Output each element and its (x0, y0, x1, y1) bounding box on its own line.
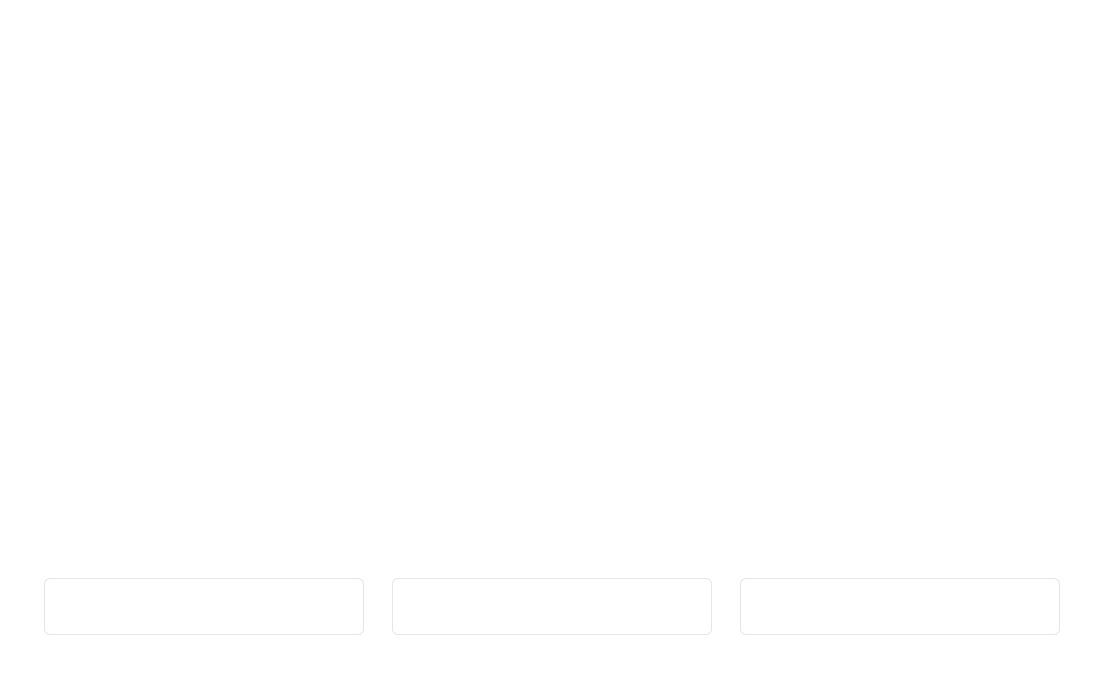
legend-card-max (740, 578, 1060, 635)
gauge-svg (0, 0, 1104, 560)
legend-card-min (44, 578, 364, 635)
legend-title (544, 599, 561, 608)
legend-title (892, 599, 909, 608)
legend-title (196, 599, 213, 608)
dot-icon (892, 599, 901, 608)
dot-icon (544, 599, 553, 608)
dot-icon (196, 599, 205, 608)
legend-row (0, 578, 1104, 635)
legend-card-avg (392, 578, 712, 635)
gauge-chart (0, 0, 1104, 560)
